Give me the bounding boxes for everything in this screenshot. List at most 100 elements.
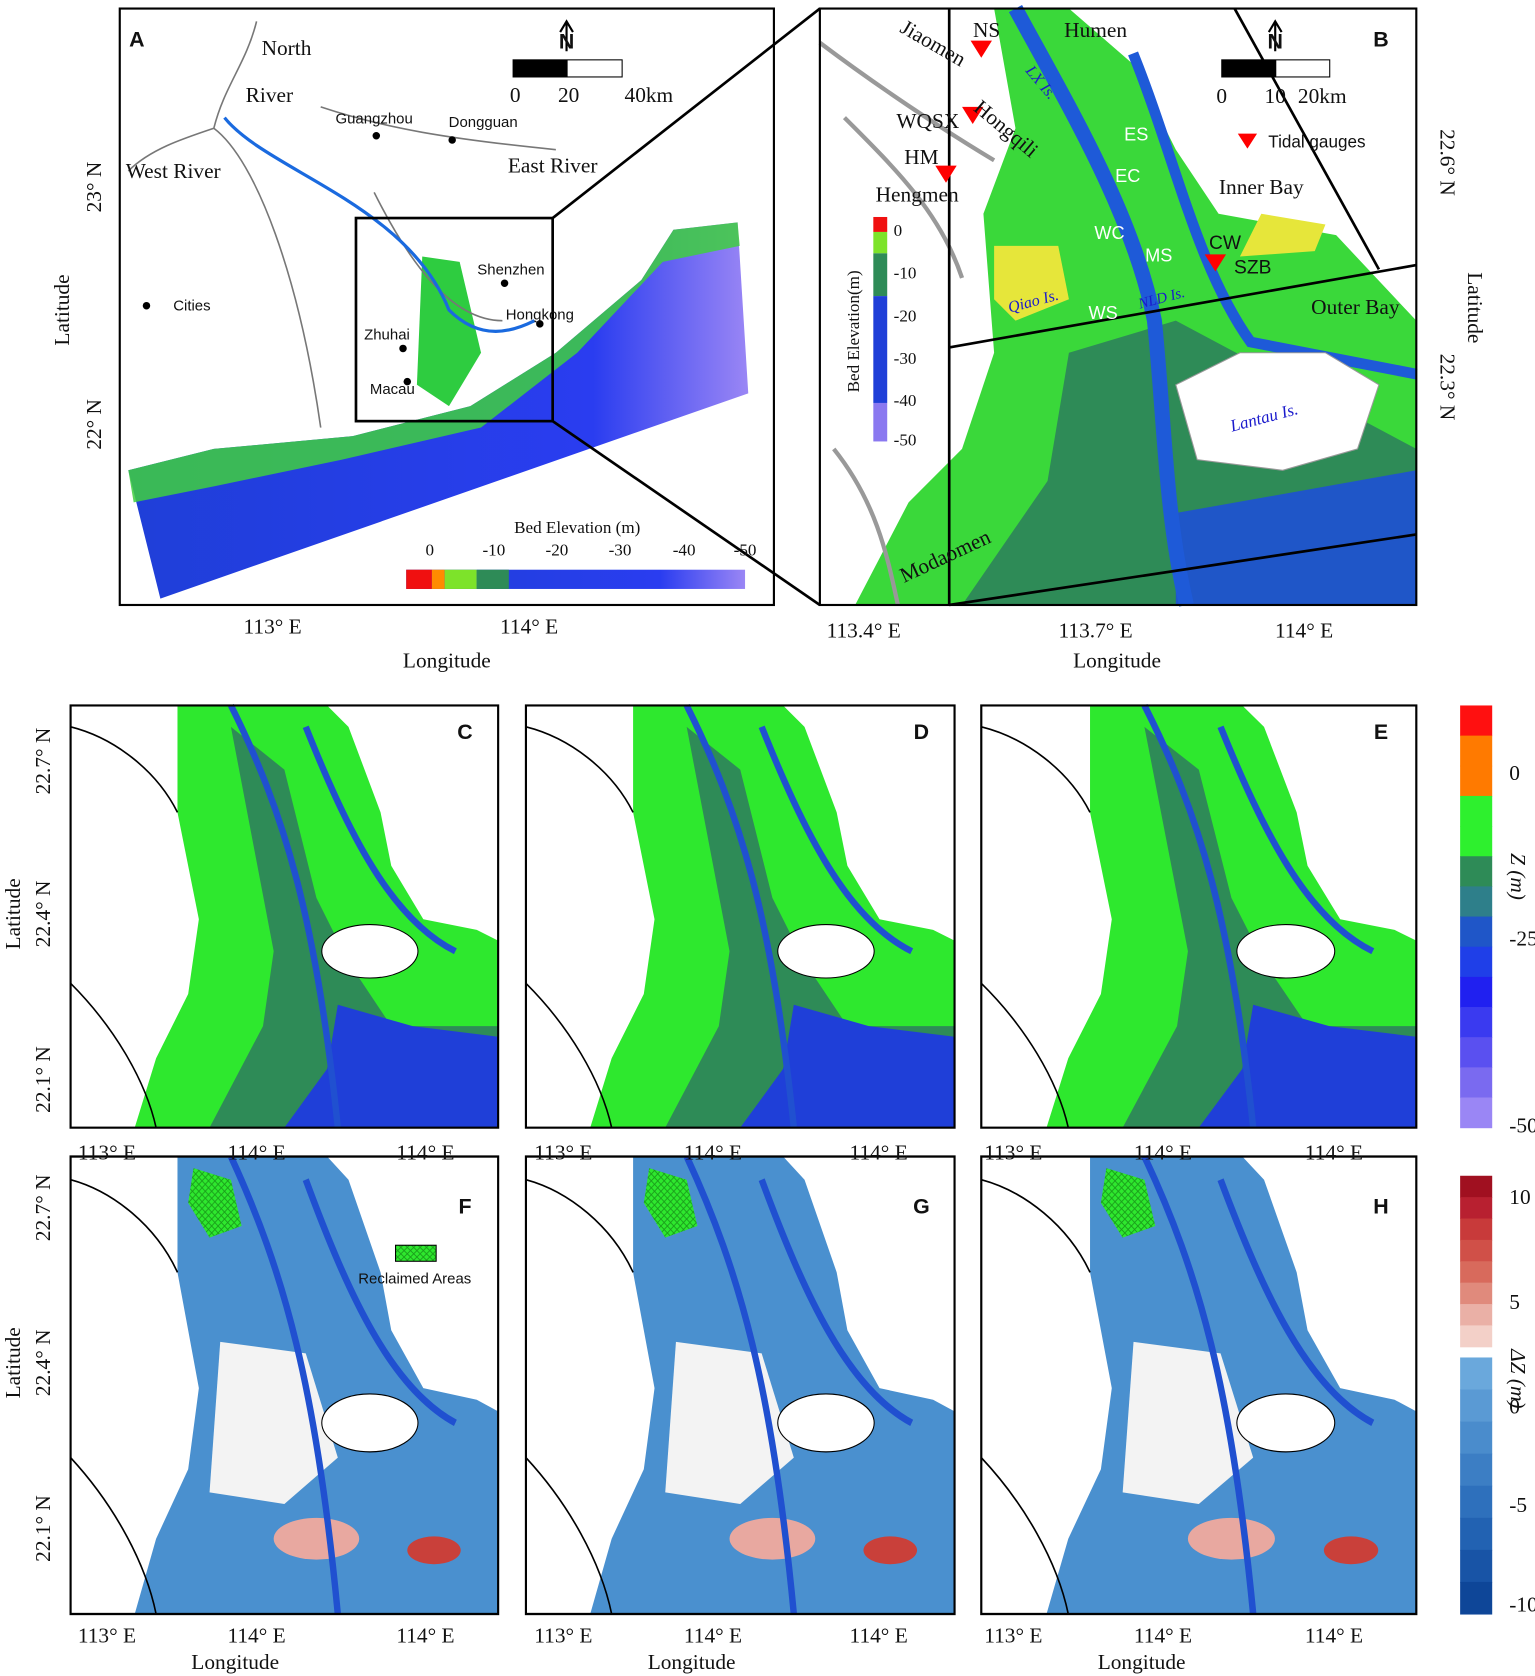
- colorbar-band: [1460, 1097, 1493, 1129]
- place-name: Macau: [370, 381, 415, 398]
- y-tick-label: 22.4° N: [31, 881, 55, 948]
- place-name: North: [262, 36, 312, 60]
- scale-label: 10: [1265, 84, 1286, 108]
- place-name: Hongkong: [506, 306, 574, 323]
- x-tick-label: 114° E: [850, 1623, 908, 1647]
- island: [777, 1393, 875, 1453]
- place-name: WQSX: [896, 109, 959, 133]
- colorbar-band: [1460, 1485, 1493, 1519]
- map-panel: [524, 1154, 956, 1616]
- scale-label: 40km: [625, 83, 674, 107]
- frame: [69, 1155, 500, 1616]
- x-tick-label: 113° E: [534, 1140, 592, 1164]
- colorbar-tick: -50: [1509, 1114, 1535, 1138]
- colorbar-band: [1460, 765, 1493, 797]
- x-tick-label: 114° E: [1305, 1140, 1363, 1164]
- frame: [980, 704, 1418, 1129]
- x-tick-label: 114° E: [1134, 1140, 1192, 1164]
- deposition: [407, 1536, 461, 1565]
- colorbar-band: [1460, 1175, 1493, 1198]
- deep-area: [740, 1004, 955, 1128]
- island: [1236, 1393, 1336, 1453]
- y-tick-label: 22.7° N: [31, 728, 55, 795]
- north-arrow-label: N: [1267, 29, 1282, 53]
- deep-area: [1198, 1004, 1417, 1128]
- shore-line: [980, 1178, 1091, 1615]
- x-tick-label: 113° E: [78, 1140, 136, 1164]
- map-panel: [69, 704, 500, 1129]
- deposition: [863, 1536, 918, 1565]
- colorbar-band: [1460, 1239, 1493, 1262]
- place-name: Guangzhou: [335, 111, 412, 128]
- panel-label: C: [457, 720, 472, 744]
- x-tick-label: 114° E: [396, 1140, 454, 1164]
- x-tick-label: 113° E: [984, 1623, 1042, 1647]
- north-arrow-label: N: [559, 29, 574, 53]
- x-tick-label: 114° E: [227, 1623, 285, 1647]
- colorbar-band: [1460, 705, 1493, 737]
- colorbar-tick: -50: [894, 430, 917, 449]
- y-axis-label: Latitude: [1, 878, 25, 949]
- frame: [69, 704, 500, 1129]
- colorbar-tick: -25: [1509, 927, 1535, 951]
- place-name: Inner Bay: [1219, 175, 1304, 199]
- x-tick-label: 114° E: [850, 1140, 908, 1164]
- colorbar-band: [1460, 1325, 1493, 1348]
- colorbar-band: [1460, 856, 1493, 887]
- colorbar-band: [1460, 735, 1493, 767]
- island: [321, 924, 419, 979]
- colorbar-band: [1460, 1218, 1493, 1241]
- colorbar-band: [1460, 886, 1493, 918]
- shore-line: [525, 726, 634, 1128]
- x-tick-label: 114° E: [1275, 619, 1333, 643]
- legend-text: Cities: [173, 298, 210, 315]
- island: [321, 1393, 419, 1453]
- frame: [980, 1155, 1418, 1616]
- place-name: Hengmen: [876, 183, 959, 207]
- colorbar-band: [1460, 1282, 1493, 1305]
- colorbar-tick: 0: [894, 221, 903, 240]
- colorbar-title: Bed Elevation(m): [844, 270, 863, 392]
- place-name: HM: [904, 145, 938, 169]
- colorbar-tick: -10: [894, 264, 917, 283]
- deposition: [1323, 1536, 1379, 1565]
- channel: [683, 1154, 914, 1615]
- colorbar-tick: -5: [1509, 1493, 1527, 1517]
- panel-label: B: [1373, 27, 1388, 51]
- map-panel: [69, 1154, 500, 1616]
- channel: [1141, 704, 1375, 1128]
- colorbar-band: [1460, 1037, 1493, 1068]
- shore-line: [980, 726, 1091, 1128]
- x-axis-label: Longitude: [1098, 1650, 1186, 1674]
- place-name: Humen: [1064, 18, 1127, 42]
- map-panel: [980, 1154, 1418, 1616]
- x-tick-label: 113.7° E: [1059, 619, 1133, 643]
- colorbar-tick: 5: [1509, 1290, 1520, 1314]
- place-name: MS: [1145, 245, 1172, 265]
- frame: [524, 704, 956, 1129]
- colorbar-title: Bed Elevation (m): [514, 518, 640, 537]
- scale-label: 20: [558, 83, 579, 107]
- panel-label: G: [913, 1194, 930, 1218]
- colorbar-title: Z (m): [1506, 853, 1530, 900]
- reclaimed-area: [643, 1168, 698, 1238]
- x-tick-label: 114° E: [1305, 1623, 1363, 1647]
- colorbar-tick: 0: [425, 540, 434, 559]
- x-axis-label: Longitude: [1073, 649, 1161, 673]
- y-tick-label: 22.3° N: [1435, 354, 1459, 421]
- colorbar-tick: 0: [1509, 761, 1520, 785]
- frame: [524, 1155, 956, 1616]
- panel-label: H: [1373, 1194, 1388, 1218]
- colorbar-band: [1460, 1007, 1493, 1038]
- colorbar-tick: -30: [609, 540, 632, 559]
- reclaimed-area: [1100, 1168, 1156, 1238]
- colorbar-tick: -40: [673, 540, 696, 559]
- x-tick-label: 113° E: [244, 614, 302, 638]
- colorbar-band: [1460, 946, 1493, 978]
- shore-line: [70, 726, 179, 1128]
- colorbar-tick: -10: [1509, 1592, 1535, 1616]
- shore-line: [525, 1178, 634, 1615]
- channel: [1141, 1154, 1375, 1615]
- colorbar-band: [1460, 1067, 1493, 1099]
- colorbar-band: [1460, 1581, 1493, 1615]
